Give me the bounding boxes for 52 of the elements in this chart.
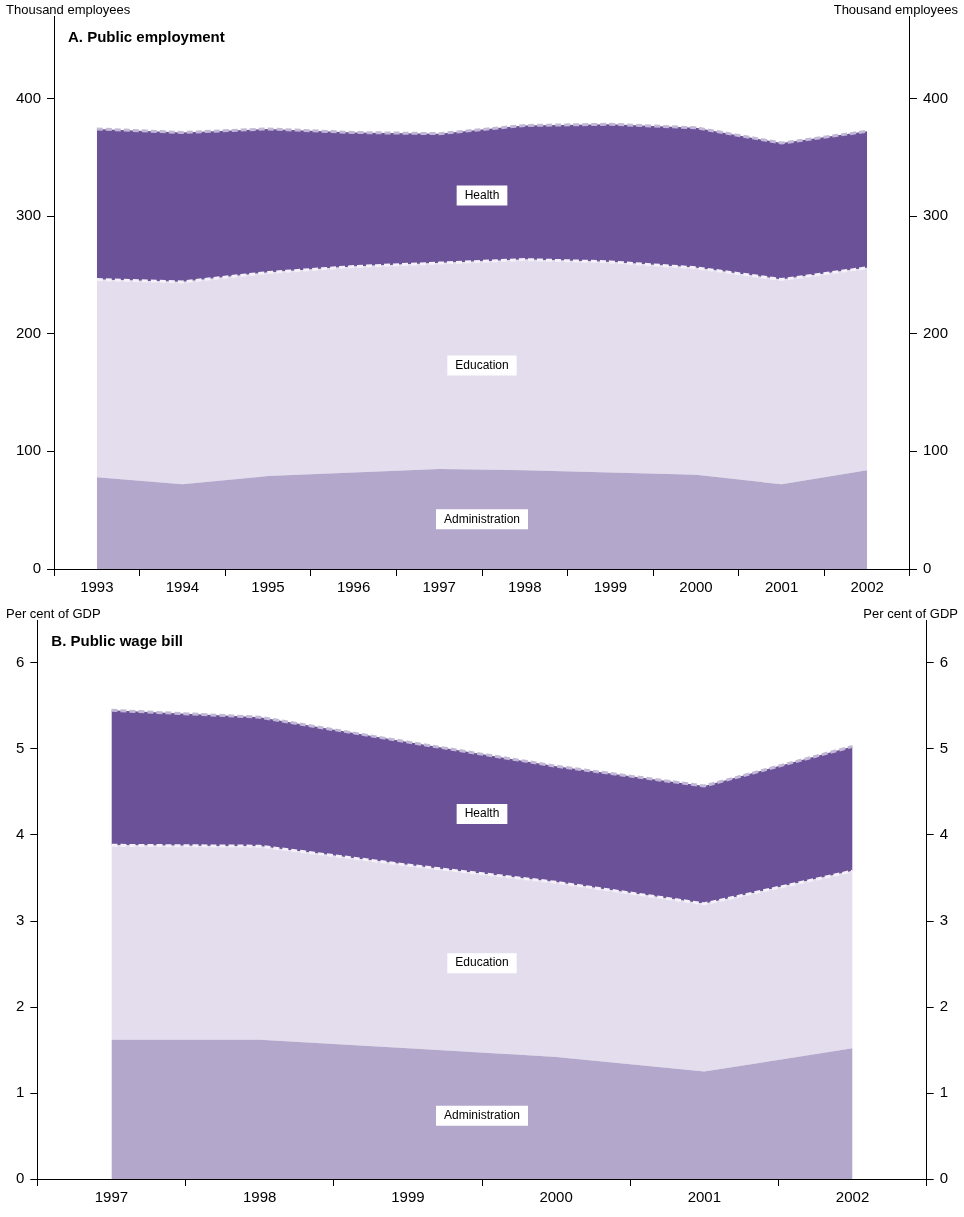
y-axis-title: Thousand employees [6, 2, 131, 18]
series-label: Education [455, 955, 509, 970]
y-tick-label: 3 [16, 911, 25, 929]
y2-tick-label: 300 [922, 206, 948, 224]
y2-tick-label: 3 [939, 911, 948, 929]
y2-tick-label: 4 [939, 825, 948, 843]
x-tick-label: 1994 [165, 578, 200, 596]
x-tick-label: 1999 [593, 578, 628, 596]
y-tick-label: 2 [16, 997, 25, 1015]
series-label: Education [455, 357, 509, 372]
y-tick-label: 4 [16, 825, 25, 843]
x-tick-label: 2001 [687, 1188, 722, 1206]
x-tick-label: 2001 [764, 578, 799, 596]
y-tick-label: 1 [16, 1083, 25, 1101]
x-tick-label: 1999 [391, 1188, 425, 1206]
text: B. Public wage bill [51, 631, 184, 649]
y-tick-label: 300 [16, 206, 42, 224]
y2-tick-label: 1 [939, 1083, 948, 1101]
y-tick-label: 100 [16, 441, 42, 459]
x-tick-label: 1997 [422, 578, 456, 596]
series-label: Health [464, 187, 500, 202]
series-label: Health [464, 806, 500, 821]
y-tick-label: 200 [16, 323, 42, 341]
y2-tick-label: 6 [939, 653, 948, 671]
y2-tick-label: 0 [922, 559, 932, 577]
series-label: Administration [443, 511, 521, 526]
series-label: Administration [443, 1108, 521, 1123]
y2-tick-label: 400 [922, 88, 948, 106]
y2-tick-label: 200 [922, 323, 948, 341]
y-tick-label: 400 [16, 88, 42, 106]
y2-tick-label: 5 [939, 739, 948, 757]
x-tick-label: 2002 [850, 578, 884, 596]
x-tick-label: 1998 [242, 1188, 277, 1206]
y-tick-label: 6 [16, 653, 25, 671]
x-tick-label: 1997 [94, 1188, 129, 1206]
y-tick-label: 0 [16, 1169, 25, 1187]
y2-tick-label: 2 [939, 997, 948, 1015]
x-tick-label: 1996 [336, 578, 371, 596]
y2-axis-title: Per cent of GDP [863, 606, 958, 622]
y2-axis-title: Thousand employees [833, 2, 959, 18]
x-tick-label: 2002 [835, 1188, 870, 1206]
x-tick-label: 1998 [508, 578, 542, 596]
x-tick-label: 1995 [251, 578, 285, 596]
y2-tick-label: 0 [939, 1169, 948, 1187]
y-tick-label: 0 [32, 559, 42, 577]
y-axis-title: Per cent of GDP [6, 606, 101, 622]
x-tick-label: 1993 [80, 578, 114, 596]
text: A. Public employment [68, 27, 225, 45]
y-tick-label: 5 [16, 739, 25, 757]
y2-tick-label: 100 [922, 441, 948, 459]
x-tick-label: 2000 [539, 1188, 573, 1206]
x-tick-label: 2000 [679, 578, 713, 596]
